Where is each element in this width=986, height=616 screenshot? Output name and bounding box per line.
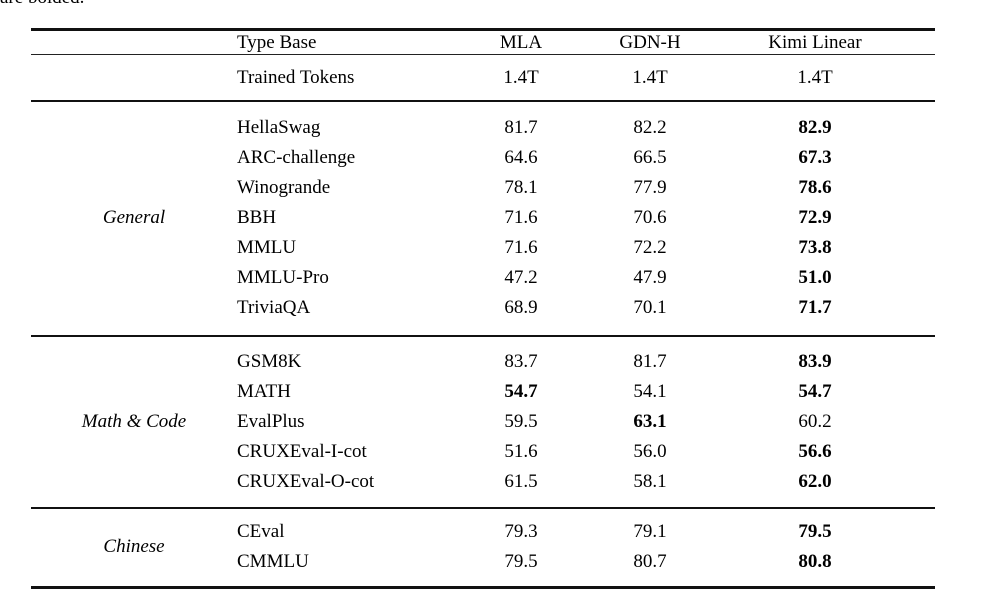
benchmark-name: CRUXEval-I-cot <box>237 441 367 462</box>
score-cell: 47.2 <box>504 267 538 288</box>
section-label: Math & Code <box>81 411 187 432</box>
score-cell: 56.0 <box>633 441 667 462</box>
score-cell: 70.1 <box>633 297 667 318</box>
benchmark-name: CMMLU <box>237 551 309 572</box>
score-cell: 62.0 <box>798 471 832 492</box>
score-cell: 81.7 <box>633 351 667 372</box>
table-row: CRUXEval-I-cot 51.6 56.0 56.6 <box>237 437 935 467</box>
trained-tokens-mla: 1.4T <box>503 66 539 88</box>
benchmark-name: HellaSwag <box>237 117 321 138</box>
score-cell: 60.2 <box>798 411 832 432</box>
caption-fragment-text: are bolded. <box>0 0 300 7</box>
score-cell: 70.6 <box>633 207 667 228</box>
score-cell: 51.0 <box>798 267 832 288</box>
table-row: CRUXEval-O-cot 61.5 58.1 62.0 <box>237 467 935 497</box>
score-cell: 56.6 <box>798 441 832 462</box>
score-cell: 54.7 <box>504 381 538 402</box>
score-cell: 80.8 <box>798 551 832 572</box>
trained-tokens-row: Trained Tokens 1.4T 1.4T 1.4T <box>31 55 935 102</box>
header-mla: MLA <box>499 31 543 53</box>
table-row: HellaSwag 81.7 82.2 82.9 <box>237 113 935 143</box>
section-general: General HellaSwag 81.7 82.2 82.9 ARC-challeng… <box>31 102 935 337</box>
score-cell: 79.5 <box>504 551 538 572</box>
score-cell: 78.6 <box>798 177 832 198</box>
table-row: Winogrande 78.1 77.9 78.6 <box>237 173 935 203</box>
score-cell: 71.7 <box>798 297 832 318</box>
benchmark-name: BBH <box>237 207 277 228</box>
benchmark-name: EvalPlus <box>237 411 305 432</box>
section-rows: HellaSwag 81.7 82.2 82.9 ARC-challenge 64.6 66… <box>237 113 935 323</box>
score-cell: 67.3 <box>798 147 832 168</box>
section-rows: GSM8K 83.7 81.7 83.9 MATH 54.7 54.1 54.7 EvalPlu… <box>237 347 935 497</box>
score-cell: 73.8 <box>798 237 832 258</box>
benchmark-name: MMLU-Pro <box>237 267 329 288</box>
benchmark-name: Winogrande <box>237 177 331 198</box>
benchmark-name: TriviaQA <box>237 297 311 318</box>
score-cell: 77.9 <box>633 177 667 198</box>
benchmark-name: CRUXEval-O-cot <box>237 471 375 492</box>
score-cell: 71.6 <box>504 237 538 258</box>
trained-tokens-label: Trained Tokens <box>237 66 355 88</box>
score-cell: 72.2 <box>633 237 667 258</box>
table-row: ARC-challenge 64.6 66.5 67.3 <box>237 143 935 173</box>
table-row: CEval 79.3 79.1 79.5 <box>237 517 935 547</box>
score-cell: 83.7 <box>504 351 538 372</box>
section-math: Math & Code GSM8K 83.7 81.7 83.9 MATH 54.7 54.1… <box>31 337 935 509</box>
section-label: Chinese <box>103 536 165 557</box>
section-chinese: Chinese CEval 79.3 79.1 79.5 CMMLU 79.5 80.7 80.… <box>31 509 935 586</box>
score-cell: 68.9 <box>504 297 538 318</box>
table-header-row: Type Base MLA GDN-H Kimi Linear <box>31 31 935 55</box>
score-cell: 79.3 <box>504 521 538 542</box>
score-cell: 59.5 <box>504 411 538 432</box>
table-row: EvalPlus 59.5 63.1 60.2 <box>237 407 935 437</box>
table-row: MATH 54.7 54.1 54.7 <box>237 377 935 407</box>
trained-tokens-kimi-linear: 1.4T <box>797 66 833 88</box>
score-cell: 78.1 <box>504 177 538 198</box>
table-sections: General HellaSwag 81.7 82.2 82.9 ARC-challeng… <box>31 102 935 586</box>
score-cell: 82.9 <box>798 117 832 138</box>
score-cell: 79.5 <box>798 521 832 542</box>
score-cell: 64.6 <box>504 147 538 168</box>
score-cell: 58.1 <box>633 471 667 492</box>
benchmark-name: MMLU <box>237 237 297 258</box>
section-rows: CEval 79.3 79.1 79.5 CMMLU 79.5 80.7 80.8 <box>237 517 935 577</box>
benchmark-name: CEval <box>237 521 285 542</box>
table-row: MMLU-Pro 47.2 47.9 51.0 <box>237 263 935 293</box>
score-cell: 54.7 <box>798 381 832 402</box>
header-type-base: Type Base <box>237 31 317 53</box>
score-cell: 83.9 <box>798 351 832 372</box>
header-gdn-h: GDN-H <box>619 31 681 53</box>
trained-tokens-gdn-h: 1.4T <box>632 66 668 88</box>
section-label: General <box>102 207 166 228</box>
score-cell: 51.6 <box>504 441 538 462</box>
score-cell: 54.1 <box>633 381 667 402</box>
benchmark-name: MATH <box>237 381 291 402</box>
score-cell: 63.1 <box>633 411 667 432</box>
table-row: BBH 71.6 70.6 72.9 <box>237 203 935 233</box>
benchmark-name: GSM8K <box>237 351 302 372</box>
caption-fragment: are bolded. <box>0 0 300 8</box>
score-cell: 61.5 <box>504 471 538 492</box>
table-row: MMLU 71.6 72.2 73.8 <box>237 233 935 263</box>
score-cell: 71.6 <box>504 207 538 228</box>
score-cell: 81.7 <box>504 117 538 138</box>
benchmark-results-table: Type Base MLA GDN-H Kimi Linear Trained … <box>31 28 935 589</box>
score-cell: 66.5 <box>633 147 667 168</box>
score-cell: 82.2 <box>633 117 667 138</box>
benchmark-name: ARC-challenge <box>237 147 356 168</box>
score-cell: 79.1 <box>633 521 667 542</box>
table-row: CMMLU 79.5 80.7 80.8 <box>237 547 935 577</box>
header-kimi-linear: Kimi Linear <box>768 31 862 53</box>
score-cell: 72.9 <box>798 207 832 228</box>
table-row: GSM8K 83.7 81.7 83.9 <box>237 347 935 377</box>
score-cell: 47.9 <box>633 267 667 288</box>
table-row: TriviaQA 68.9 70.1 71.7 <box>237 293 935 323</box>
score-cell: 80.7 <box>633 551 667 572</box>
